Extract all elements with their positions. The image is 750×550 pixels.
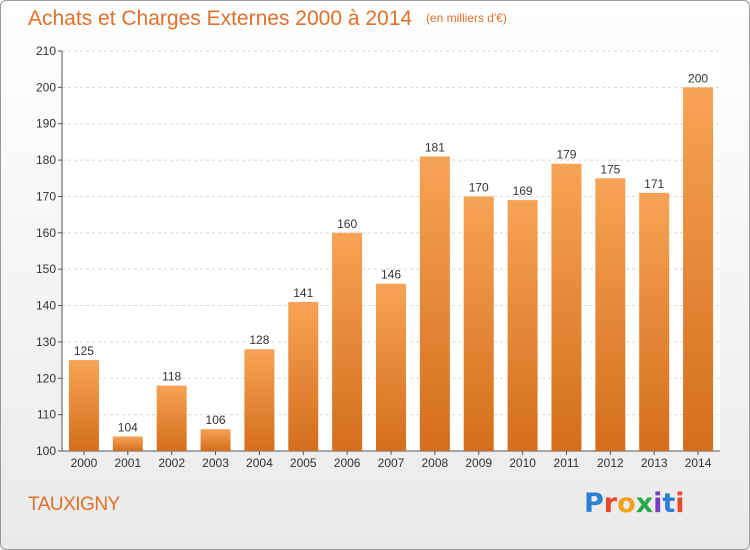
- bar-2009: [463, 196, 494, 451]
- logo-letter: i: [675, 488, 685, 519]
- bar-2003: [200, 429, 231, 451]
- x-tick-label: 2005: [290, 456, 317, 470]
- data-label: 125: [74, 344, 94, 358]
- chart-title-block: Achats et Charges Externes 2000 à 2014 (…: [28, 7, 507, 31]
- x-tick-label: 2012: [597, 456, 624, 470]
- x-tick-label: 2007: [378, 456, 405, 470]
- y-tick-label: 210: [36, 44, 56, 58]
- data-label: 128: [249, 333, 269, 347]
- bar-2013: [639, 192, 670, 451]
- bar-2014: [683, 87, 714, 451]
- commune-name: TAUXIGNY: [28, 494, 120, 515]
- y-tick-label: 110: [37, 408, 56, 422]
- logo-letter: r: [603, 488, 618, 519]
- y-tick-label: 160: [36, 226, 56, 240]
- bar-2000: [68, 360, 99, 451]
- x-tick-label: 2002: [158, 456, 185, 470]
- data-label: 118: [162, 370, 181, 384]
- y-tick-label: 100: [36, 444, 56, 458]
- y-tick-label: 180: [36, 153, 56, 167]
- data-label: 170: [469, 180, 489, 194]
- logo-letter: x: [635, 488, 654, 519]
- data-label: 175: [600, 162, 620, 176]
- logo-letter: t: [662, 488, 676, 519]
- x-tick-label: 2009: [465, 456, 492, 470]
- y-tick-label: 120: [36, 371, 56, 385]
- logo-letter: i: [653, 488, 663, 519]
- y-tick-label: 200: [36, 80, 56, 94]
- x-tick-label: 2006: [334, 456, 361, 470]
- data-label: 179: [556, 148, 576, 162]
- x-tick-label: 2010: [509, 456, 536, 470]
- y-tick-label: 190: [36, 117, 56, 131]
- x-tick-label: 2003: [202, 456, 229, 470]
- x-tick-label: 2004: [246, 456, 273, 470]
- y-tick-label: 130: [36, 335, 56, 349]
- x-tick-label: 2008: [422, 456, 449, 470]
- data-label: 200: [688, 71, 708, 85]
- y-tick-label: 150: [36, 262, 56, 276]
- chart-subtitle: (en milliers d'€): [425, 11, 507, 25]
- bar-2002: [156, 385, 187, 451]
- bar-2008: [419, 156, 450, 452]
- bar-2010: [507, 200, 538, 451]
- x-tick-label: 2013: [641, 456, 668, 470]
- logo-letter: o: [617, 488, 636, 519]
- x-tick-label: 2011: [554, 456, 580, 470]
- data-label: 160: [337, 217, 357, 231]
- logo-letter: P: [584, 488, 604, 519]
- data-label: 141: [293, 286, 313, 300]
- data-label: 104: [118, 420, 138, 434]
- bar-2001: [112, 436, 143, 451]
- y-tick-label: 170: [36, 189, 56, 203]
- x-tick-label: 2000: [71, 456, 98, 470]
- y-tick-label: 140: [36, 299, 56, 313]
- data-label: 171: [644, 177, 664, 191]
- data-label: 146: [381, 268, 401, 282]
- proxiti-logo: Proxiti: [584, 488, 685, 519]
- bar-2007: [376, 283, 406, 451]
- bar-2006: [332, 232, 363, 451]
- bar-2012: [595, 178, 626, 452]
- data-label: 106: [206, 413, 226, 427]
- bar-2011: [551, 163, 582, 451]
- bar-2005: [288, 301, 319, 451]
- x-tick-label: 2001: [114, 456, 141, 470]
- bar-2004: [244, 349, 275, 451]
- chart-title: Achats et Charges Externes 2000 à 2014: [28, 7, 413, 30]
- data-label: 181: [425, 140, 445, 154]
- x-tick-label: 2014: [685, 456, 712, 470]
- data-label: 169: [513, 184, 533, 198]
